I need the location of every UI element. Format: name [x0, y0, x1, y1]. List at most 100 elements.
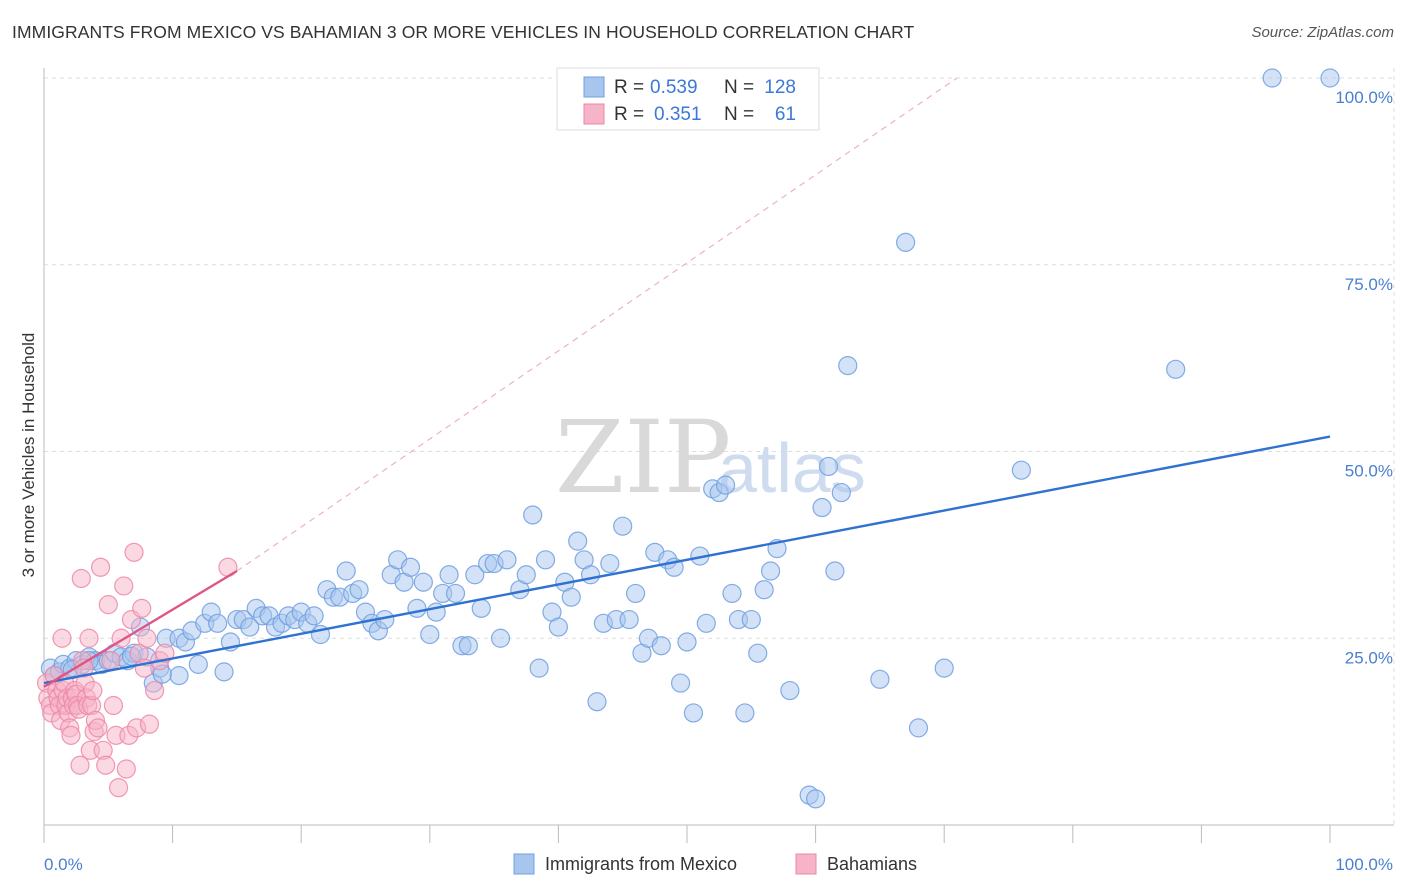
legend-r-value-2: 0.351 — [654, 104, 702, 125]
legend-n-value-1: 128 — [764, 77, 796, 98]
series-mexico — [40, 68, 1340, 809]
tick-labels: 100.0% 75.0% 50.0% 25.0% 0.0% 100.0% — [44, 88, 1393, 874]
legend-r-value-1: 0.539 — [650, 77, 698, 98]
trend-line-bahamians — [43, 569, 238, 688]
data-point — [696, 613, 716, 633]
data-point — [677, 632, 697, 652]
data-point — [349, 580, 369, 600]
chart-title: IMMIGRANTS FROM MEXICO VS BAHAMIAN 3 OR … — [12, 22, 915, 42]
data-point — [908, 718, 929, 738]
data-point — [70, 755, 90, 775]
correlation-legend: R = 0.539 N = 128 R = 0.351 N = 61 — [556, 67, 820, 131]
data-point — [683, 703, 704, 723]
watermark: ZIP atlas — [555, 399, 866, 516]
data-point — [144, 680, 165, 701]
data-point — [98, 595, 118, 615]
data-point — [580, 565, 601, 585]
data-point — [754, 580, 774, 600]
data-point — [587, 692, 607, 712]
data-point — [1166, 359, 1186, 379]
data-point — [535, 550, 556, 570]
data-point — [561, 587, 581, 607]
data-point — [214, 662, 234, 682]
legend-n-label-2: N = — [724, 104, 754, 125]
data-point — [497, 550, 517, 570]
trend-extension-bahamians — [236, 77, 958, 572]
data-point — [825, 561, 845, 581]
data-point — [600, 553, 620, 574]
data-point — [114, 576, 134, 596]
data-point — [735, 703, 755, 723]
data-point — [336, 561, 356, 581]
series-legend: Immigrants from Mexico Bahamians — [513, 853, 917, 875]
legend-r-label-2: R = — [614, 104, 644, 125]
data-point — [90, 557, 111, 577]
data-point — [670, 673, 691, 693]
y-tick-label: 50.0% — [1345, 462, 1393, 481]
data-point — [116, 759, 136, 779]
data-point — [413, 572, 433, 592]
data-point — [240, 617, 260, 637]
data-point — [96, 755, 116, 775]
data-point — [1320, 68, 1340, 88]
data-point — [722, 583, 742, 604]
data-points — [36, 68, 1340, 809]
data-point — [101, 651, 121, 671]
data-point — [651, 636, 671, 656]
data-point — [407, 598, 427, 618]
data-point — [124, 542, 144, 562]
data-point — [490, 628, 511, 648]
legend-n-label-1: N = — [724, 77, 754, 98]
data-point — [516, 565, 536, 585]
data-point — [934, 658, 954, 678]
trend-line-mexico — [43, 435, 1331, 685]
data-point — [88, 718, 108, 738]
legend-r-label-1: R = — [614, 77, 644, 98]
data-point — [208, 613, 228, 633]
x-tick-label: 0.0% — [44, 855, 83, 874]
data-point — [741, 609, 761, 630]
y-tick-label: 100.0% — [1335, 88, 1393, 107]
data-point — [831, 482, 851, 503]
bottom-legend-bahamians: Bahamians — [827, 854, 917, 874]
data-point — [155, 643, 175, 663]
bottom-legend-swatch-bahamians — [795, 853, 817, 875]
data-point — [838, 355, 858, 376]
data-point — [870, 669, 890, 689]
data-point — [420, 624, 440, 645]
data-point — [103, 695, 124, 716]
watermark-zip: ZIP — [555, 399, 731, 516]
data-point — [400, 557, 421, 577]
data-point — [812, 497, 832, 518]
data-point — [568, 531, 588, 551]
data-point — [83, 680, 103, 701]
data-point — [805, 789, 826, 809]
data-point — [1011, 460, 1031, 480]
data-point — [471, 598, 491, 618]
bottom-legend-swatch-mexico — [513, 853, 535, 875]
data-point — [139, 714, 160, 734]
data-point — [108, 778, 129, 798]
data-point — [760, 561, 781, 581]
series-bahamians — [36, 542, 238, 798]
data-point — [61, 725, 81, 745]
data-point — [613, 516, 633, 536]
data-point — [304, 606, 324, 626]
data-point — [169, 665, 189, 686]
source-label: Source: ZipAtlas.com — [1251, 24, 1394, 41]
data-point — [137, 628, 157, 648]
data-point — [52, 628, 72, 648]
data-point — [71, 568, 91, 589]
data-point — [445, 583, 466, 604]
data-point — [818, 456, 839, 477]
data-point — [188, 654, 208, 674]
legend-n-value-2: 61 — [775, 104, 796, 125]
data-point — [132, 598, 152, 618]
data-point — [548, 617, 569, 637]
y-tick-label: 25.0% — [1345, 648, 1393, 667]
data-point — [748, 643, 768, 663]
data-point — [465, 565, 485, 585]
legend-swatch-mexico — [583, 76, 605, 98]
data-point — [715, 475, 736, 495]
